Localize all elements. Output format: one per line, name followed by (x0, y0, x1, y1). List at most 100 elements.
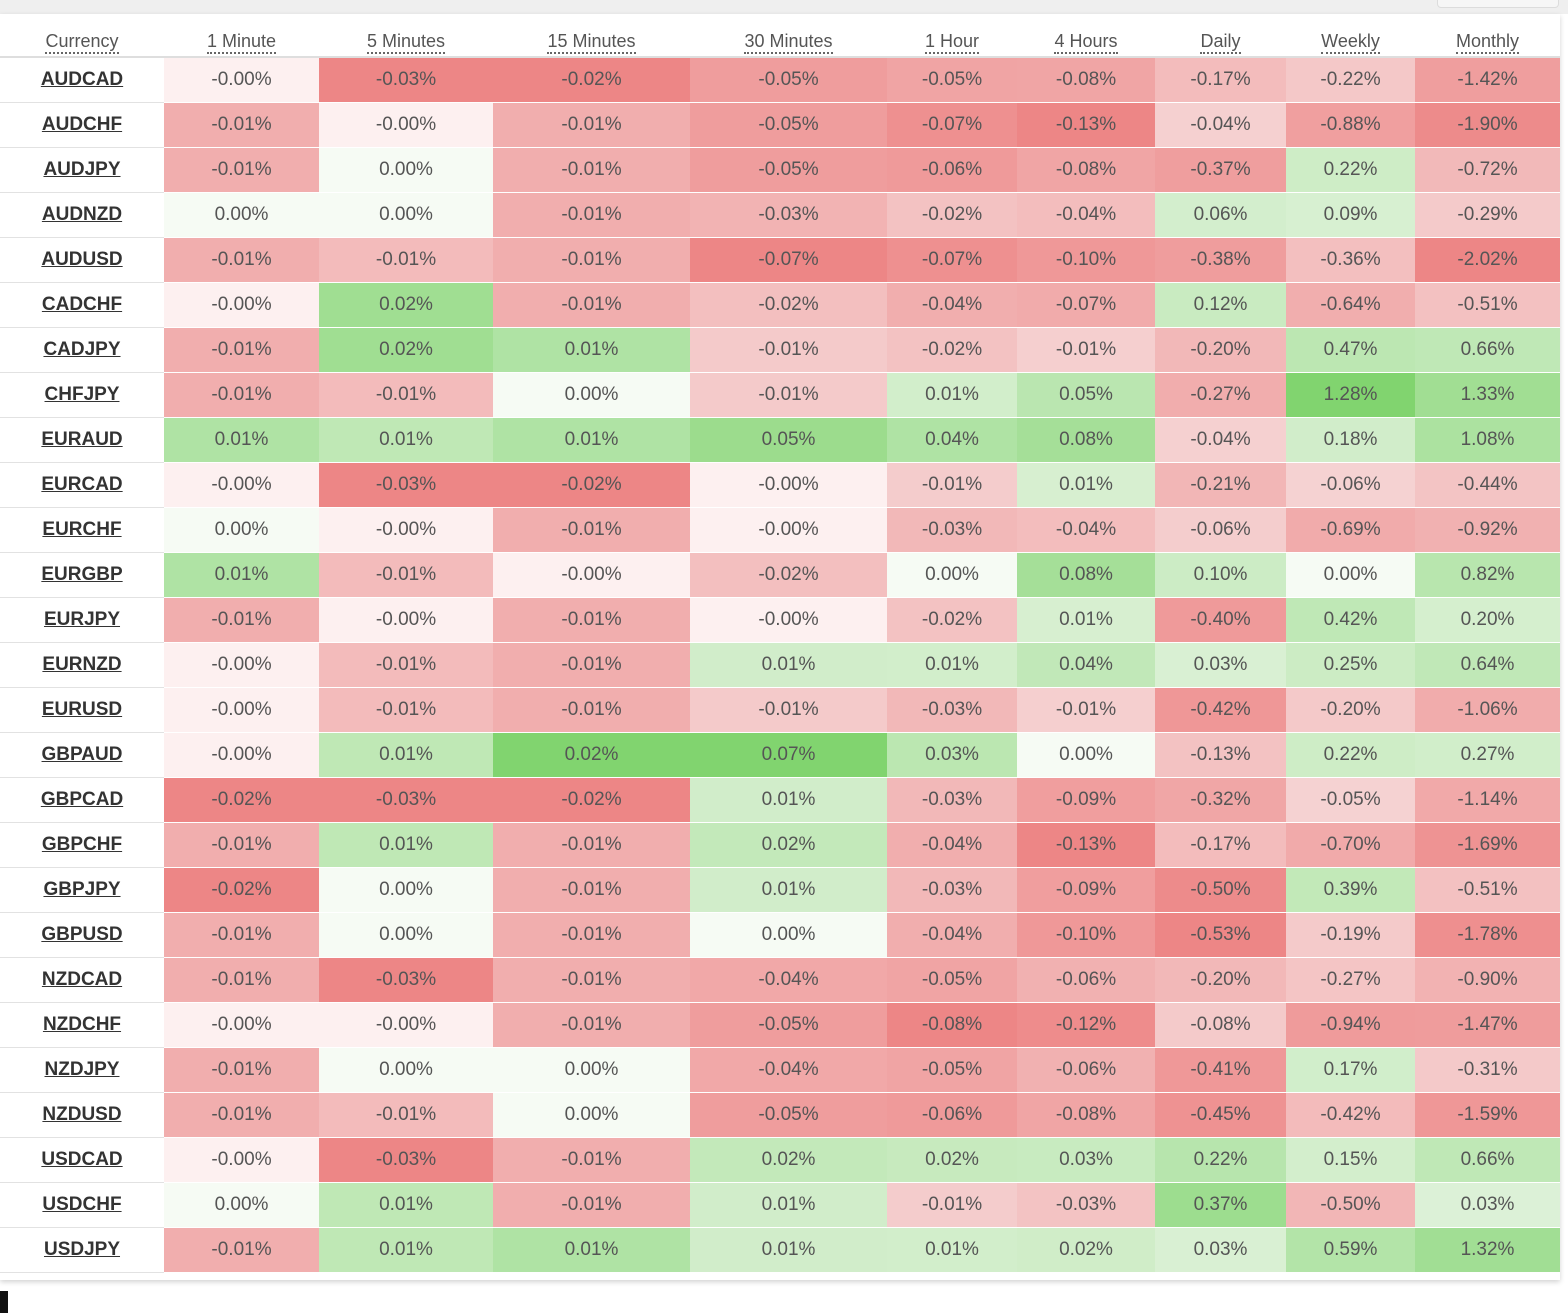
change-cell: 0.06% (1155, 192, 1286, 238)
symbol-link-gbpjpy[interactable]: GBPJPY (43, 879, 121, 900)
change-cell: -0.01% (319, 237, 493, 283)
change-cell: 0.66% (1415, 1137, 1560, 1183)
change-cell: -0.00% (690, 462, 887, 508)
change-cell: 0.01% (1017, 462, 1155, 508)
symbol-link-usdcad[interactable]: USDCAD (41, 1149, 123, 1170)
change-cell: -0.03% (887, 777, 1017, 823)
change-cell: -0.01% (887, 462, 1017, 508)
change-cell: -0.01% (690, 687, 887, 733)
change-cell: -0.06% (1286, 462, 1415, 508)
symbol-link-gbpaud[interactable]: GBPAUD (41, 744, 123, 765)
change-cell: -0.00% (493, 552, 690, 598)
symbol-link-nzdusd[interactable]: NZDUSD (42, 1104, 122, 1125)
symbol-cell: CHFJPY (0, 372, 164, 418)
header-30-minutes[interactable]: 30 Minutes (690, 14, 887, 58)
change-cell: -0.09% (1017, 867, 1155, 913)
change-cell: 0.01% (319, 1227, 493, 1273)
symbol-link-eurusd[interactable]: EURUSD (41, 699, 123, 720)
header-daily[interactable]: Daily (1155, 14, 1286, 58)
change-cell: -0.45% (1155, 1092, 1286, 1138)
table-row: EURUSD -0.00% -0.01% -0.01% -0.01% -0.03% -0.0… (0, 687, 1560, 733)
change-cell: 1.32% (1415, 1227, 1560, 1273)
symbol-link-gbpcad[interactable]: GBPCAD (40, 789, 124, 810)
table-row: USDCAD -0.00% -0.03% -0.01% 0.02% 0.02% 0.03% 0… (0, 1137, 1560, 1183)
symbol-link-eurgbp[interactable]: EURGBP (41, 564, 123, 585)
change-cell: -0.32% (1155, 777, 1286, 823)
change-cell: -0.01% (319, 642, 493, 688)
change-cell: -0.02% (164, 777, 319, 823)
symbol-cell: EURCHF (0, 507, 164, 553)
symbol-link-euraud[interactable]: EURAUD (41, 429, 123, 450)
symbol-link-nzdcad[interactable]: NZDCAD (41, 969, 123, 990)
change-cell: 0.01% (493, 327, 690, 373)
change-cell: -0.20% (1286, 687, 1415, 733)
symbol-link-usdjpy[interactable]: USDJPY (43, 1239, 121, 1260)
change-cell: -0.09% (1017, 777, 1155, 823)
change-cell: -0.06% (887, 147, 1017, 193)
symbol-link-audjpy[interactable]: AUDJPY (43, 159, 121, 180)
symbol-cell: AUDJPY (0, 147, 164, 193)
change-cell: 0.01% (887, 372, 1017, 418)
symbol-link-eurjpy[interactable]: EURJPY (43, 609, 121, 630)
change-cell: -0.03% (319, 462, 493, 508)
symbol-link-chfjpy[interactable]: CHFJPY (44, 384, 120, 405)
change-cell: -0.05% (887, 957, 1017, 1003)
currency-heatmap-table: Currency 1 Minute 5 Minutes 15 Minutes 3… (0, 14, 1560, 1273)
table-row: EURNZD -0.00% -0.01% -0.01% 0.01% 0.01% 0.04% 0… (0, 642, 1560, 688)
symbol-link-nzdchf[interactable]: NZDCHF (42, 1014, 122, 1035)
symbol-link-cadjpy[interactable]: CADJPY (43, 339, 121, 360)
change-cell: -0.04% (1155, 102, 1286, 148)
change-cell: -0.94% (1286, 1002, 1415, 1048)
change-cell: -0.31% (1415, 1047, 1560, 1093)
symbol-link-audchf[interactable]: AUDCHF (41, 114, 123, 135)
header-1-hour[interactable]: 1 Hour (887, 14, 1017, 58)
header-weekly[interactable]: Weekly (1286, 14, 1415, 58)
header-monthly[interactable]: Monthly (1415, 14, 1560, 58)
symbol-cell: NZDCHF (0, 1002, 164, 1048)
heatmap-table-panel: Currency 1 Minute 5 Minutes 15 Minutes 3… (0, 14, 1560, 1280)
change-cell: -0.06% (1017, 957, 1155, 1003)
symbol-link-usdchf[interactable]: USDCHF (42, 1194, 122, 1215)
change-cell: 0.00% (164, 1182, 319, 1228)
change-cell: 0.42% (1286, 597, 1415, 643)
change-cell: -0.00% (164, 282, 319, 328)
change-cell: -0.08% (1017, 1092, 1155, 1138)
header-1-minute[interactable]: 1 Minute (164, 14, 319, 58)
symbol-link-audnzd[interactable]: AUDNZD (41, 204, 123, 225)
change-cell: 0.37% (1155, 1182, 1286, 1228)
symbol-link-nzdjpy[interactable]: NZDJPY (44, 1059, 120, 1080)
symbol-cell: AUDUSD (0, 237, 164, 283)
change-cell: -0.17% (1155, 822, 1286, 868)
header-currency[interactable]: Currency (0, 14, 164, 58)
change-cell: -0.01% (493, 642, 690, 688)
change-cell: 1.28% (1286, 372, 1415, 418)
symbol-link-gbpusd[interactable]: GBPUSD (41, 924, 123, 945)
change-cell: -0.50% (1155, 867, 1286, 913)
change-cell: 0.01% (319, 822, 493, 868)
symbol-cell: NZDCAD (0, 957, 164, 1003)
header-15-minutes[interactable]: 15 Minutes (493, 14, 690, 58)
table-row: EURJPY -0.01% -0.00% -0.01% -0.00% -0.02% 0.01… (0, 597, 1560, 643)
symbol-link-gbpchf[interactable]: GBPCHF (41, 834, 123, 855)
symbol-link-audusd[interactable]: AUDUSD (41, 249, 123, 270)
symbol-link-eurnzd[interactable]: EURNZD (42, 654, 122, 675)
change-cell: 0.00% (493, 1047, 690, 1093)
change-cell: 0.01% (690, 777, 887, 823)
symbol-link-eurcad[interactable]: EURCAD (41, 474, 123, 495)
change-cell: -0.01% (493, 912, 690, 958)
change-cell: -0.04% (1017, 192, 1155, 238)
change-cell: 0.08% (1017, 552, 1155, 598)
symbol-cell: GBPJPY (0, 867, 164, 913)
symbol-link-cadchf[interactable]: CADCHF (41, 294, 123, 315)
header-4-hours[interactable]: 4 Hours (1017, 14, 1155, 58)
change-cell: 0.12% (1155, 282, 1286, 328)
top-control[interactable] (1437, 0, 1559, 8)
change-cell: -0.01% (164, 102, 319, 148)
change-cell: 0.05% (690, 417, 887, 463)
table-row: NZDCAD -0.01% -0.03% -0.01% -0.04% -0.05% -0.0… (0, 957, 1560, 1003)
header-5-minutes[interactable]: 5 Minutes (319, 14, 493, 58)
symbol-link-eurchf[interactable]: EURCHF (42, 519, 122, 540)
table-row: AUDCAD -0.00% -0.03% -0.02% -0.05% -0.05% -0.0… (0, 57, 1560, 103)
symbol-link-audcad[interactable]: AUDCAD (40, 69, 124, 90)
change-cell: -0.01% (164, 372, 319, 418)
